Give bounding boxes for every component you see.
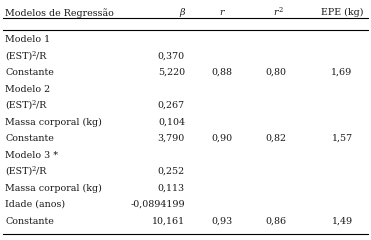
Text: 1,69: 1,69: [331, 68, 352, 77]
Text: Modelos de Regressão: Modelos de Regressão: [5, 8, 114, 18]
Text: 1,49: 1,49: [331, 216, 352, 226]
Text: r: r: [273, 8, 278, 17]
Text: Massa corporal (kg): Massa corporal (kg): [5, 118, 102, 127]
Text: /R: /R: [36, 167, 46, 176]
Text: -0,0894199: -0,0894199: [130, 200, 185, 209]
Text: 2: 2: [31, 49, 35, 58]
Text: /R: /R: [36, 52, 46, 60]
Text: 2: 2: [31, 99, 35, 107]
Text: Idade (anos): Idade (anos): [5, 200, 65, 209]
Text: Constante: Constante: [5, 134, 54, 143]
Text: 0,104: 0,104: [158, 118, 185, 126]
Text: (EST): (EST): [5, 167, 32, 176]
Text: EPE (kg): EPE (kg): [321, 8, 363, 17]
Text: 0,113: 0,113: [158, 184, 185, 192]
Text: (EST): (EST): [5, 52, 32, 60]
Text: (EST): (EST): [5, 101, 32, 110]
Text: 0,93: 0,93: [211, 216, 233, 226]
Text: 3,790: 3,790: [158, 134, 185, 143]
Text: 10,161: 10,161: [152, 216, 185, 226]
Text: 0,80: 0,80: [266, 68, 286, 77]
Text: β: β: [180, 8, 185, 17]
Text: 0,82: 0,82: [266, 134, 286, 143]
Text: 2: 2: [31, 165, 35, 173]
Text: 0,252: 0,252: [158, 167, 185, 176]
Text: Constante: Constante: [5, 68, 54, 77]
Text: 1,57: 1,57: [331, 134, 352, 143]
Text: Modelo 3 *: Modelo 3 *: [5, 150, 58, 160]
Text: 5,220: 5,220: [158, 68, 185, 77]
Text: 0,370: 0,370: [158, 52, 185, 60]
Text: /R: /R: [36, 101, 46, 110]
Text: 2: 2: [278, 6, 282, 14]
Text: Modelo 1: Modelo 1: [5, 35, 50, 44]
Text: Massa corporal (kg): Massa corporal (kg): [5, 184, 102, 193]
Text: 0,267: 0,267: [158, 101, 185, 110]
Text: r: r: [220, 8, 224, 17]
Text: Modelo 2: Modelo 2: [5, 84, 50, 94]
Text: 0,86: 0,86: [265, 216, 286, 226]
Text: 0,88: 0,88: [211, 68, 233, 77]
Text: Constante: Constante: [5, 216, 54, 226]
Text: 0,90: 0,90: [211, 134, 233, 143]
